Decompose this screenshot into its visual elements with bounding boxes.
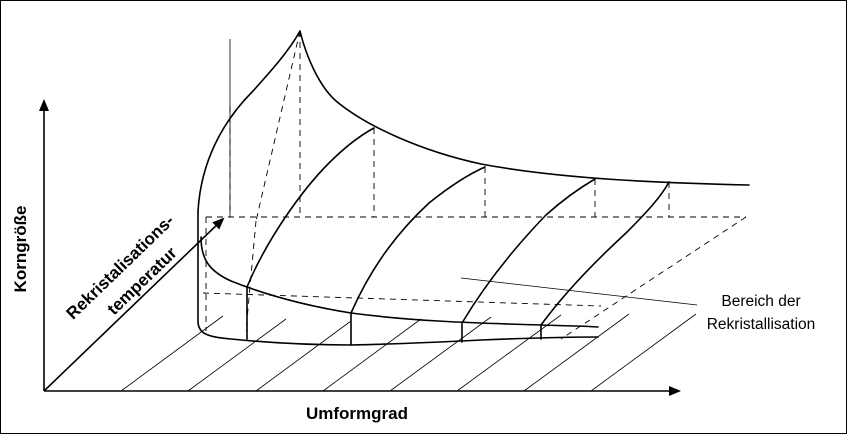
y-axis-label: Korngröße xyxy=(11,206,30,293)
z-axis xyxy=(43,217,225,392)
annotation-line1: Bereich der xyxy=(721,293,800,310)
x-axis-label: Umformgrad xyxy=(306,404,408,423)
back-reference-lines xyxy=(202,216,747,340)
annotation-line2: Rekristallisation xyxy=(707,316,816,333)
drop-lines xyxy=(229,30,670,332)
left-edge-curve xyxy=(197,210,599,346)
front-boundary-curve xyxy=(200,236,599,328)
surface-sections xyxy=(246,127,670,346)
axes xyxy=(39,99,681,396)
top-boundary-curve xyxy=(197,30,750,212)
annotation-leader-line xyxy=(460,277,698,306)
floor-grid xyxy=(120,313,697,392)
